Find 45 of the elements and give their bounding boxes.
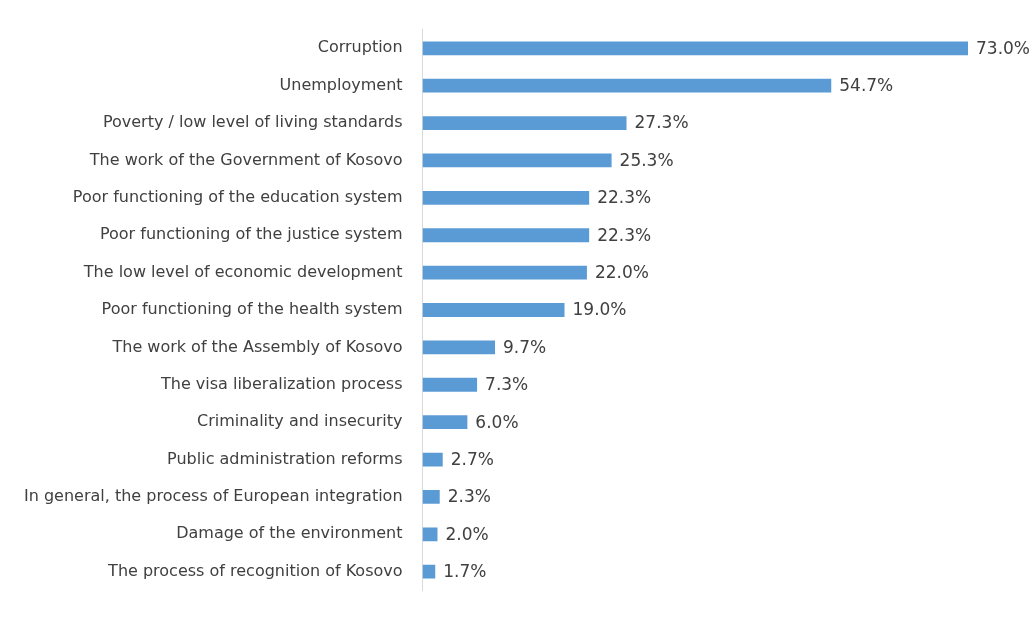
data-label: 6.0% (475, 411, 519, 432)
bar (422, 41, 968, 56)
data-label: 27.3% (634, 112, 689, 133)
data-label: 2.3% (447, 486, 491, 507)
bar (422, 377, 478, 392)
data-label: 73.0% (976, 37, 1031, 58)
data-label: 22.0% (594, 262, 649, 283)
bar (422, 452, 443, 467)
y-tick-label: Poverty / low level of living standards (102, 112, 403, 132)
data-label: 7.3% (485, 374, 529, 395)
y-tick-label: The work of the Government of Kosovo (88, 149, 403, 169)
bar (422, 78, 832, 93)
y-tick-label: The process of recognition of Kosovo (107, 560, 403, 580)
data-label: 2.7% (450, 448, 494, 469)
bar (422, 490, 440, 504)
bar (422, 153, 612, 168)
bar (422, 116, 627, 130)
bar (422, 564, 436, 579)
bar (422, 527, 438, 542)
data-label: 22.3% (597, 187, 652, 208)
data-label: 2.0% (445, 523, 489, 544)
data-label: 22.3% (597, 224, 652, 245)
y-tick-label: The work of the Assembly of Kosovo (111, 336, 403, 356)
y-tick-label: The low level of economic development (82, 261, 403, 281)
data-label: 25.3% (619, 149, 674, 170)
bar (422, 340, 496, 355)
y-tick-label: The visa liberalization process (159, 373, 403, 393)
y-tick-label: Damage of the environment (176, 523, 403, 543)
y-tick-label: Poor functioning of the justice system (99, 224, 403, 244)
y-tick-label: Poor functioning of the education system (72, 187, 403, 206)
data-label: 54.7% (839, 75, 894, 96)
y-tick-label: In general, the process of European integration (23, 486, 403, 506)
bar (422, 190, 590, 205)
data-label: 1.7% (443, 561, 487, 582)
y-tick-label: Corruption (317, 37, 403, 57)
data-label: 19.0% (572, 299, 627, 320)
data-label: 9.7% (503, 336, 547, 357)
y-tick-label: Public administration reforms (167, 448, 403, 468)
bar (422, 303, 565, 317)
bar (422, 265, 587, 280)
y-tick-label: Poor functioning of the health system (101, 299, 403, 319)
bar (422, 415, 468, 430)
y-tick-label: Criminality and insecurity (196, 411, 403, 431)
y-tick-label: Unemployment (279, 74, 403, 94)
bar (422, 228, 590, 243)
